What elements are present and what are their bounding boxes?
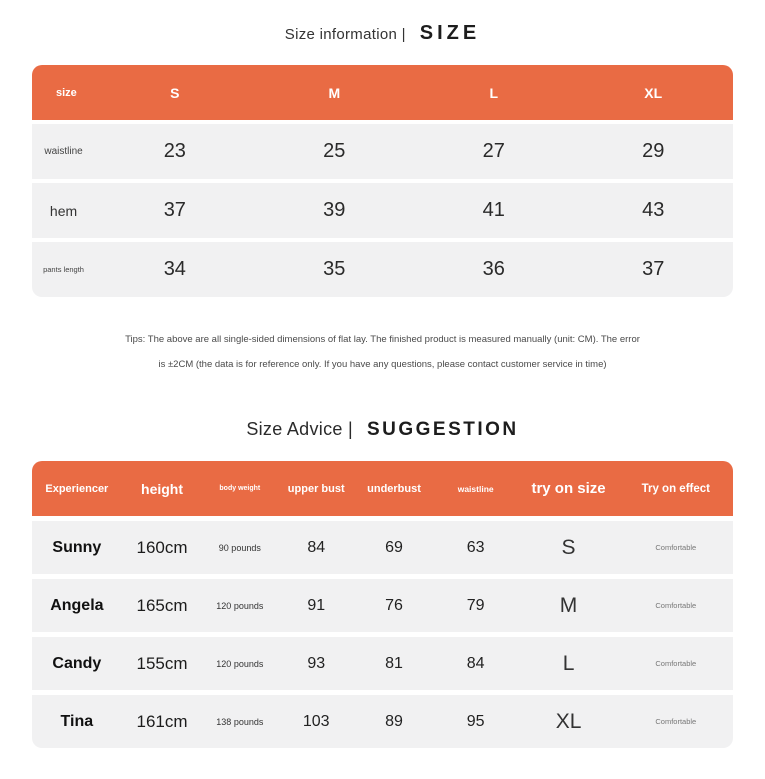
row-label-pants-length: pants length [43,265,84,274]
experiencer-underbust: 81 [385,654,403,672]
size-table-row-hem: hem 37 39 41 43 [32,183,733,238]
header-try-on-size: try on size [531,480,606,497]
header-try-on-effect: Try on effect [641,482,710,495]
size-table-header-s: S [170,84,180,101]
header-waistline: waistline [457,483,494,494]
experiencer-waistline: 63 [466,538,485,556]
suggestion-row-angela: Angela 165cm 120 pounds 91 76 79 M Comfo… [32,579,733,632]
experiencer-height: 165cm [136,595,188,615]
experiencer-underbust: 89 [385,712,403,730]
suggestion-title-subtitle: Size Advice | [246,419,353,439]
experiencer-try-on-size: XL [555,709,582,733]
hem-xl: 43 [642,199,665,221]
experiencer-try-on-size: S [561,535,576,559]
header-height: height [141,480,184,497]
size-table-row-waistline: waistline 23 25 27 29 [32,124,733,179]
experiencer-height: 155cm [136,653,188,673]
size-table-header-xl: XL [644,84,663,101]
experiencer-upper-bust: 91 [307,596,326,614]
experiencer-underbust: 69 [385,538,403,556]
experiencer-name: Tina [60,712,94,730]
waistline-xl: 29 [642,140,665,162]
pants-length-l: 36 [482,258,505,280]
suggestion-title-main: SUGGESTION [366,419,519,440]
size-table-header-size: size [56,86,77,99]
waistline-s: 23 [163,140,186,162]
experiencer-waistline: 95 [466,712,485,730]
experiencer-upper-bust: 93 [307,654,326,672]
suggestion-row-candy: Candy 155cm 120 pounds 93 81 84 L Comfor… [32,637,733,690]
pants-length-s: 34 [163,258,186,280]
size-section-title: Size information | SIZE [0,22,765,45]
size-table-row-pants-length: pants length 34 35 36 37 [32,242,733,297]
tips-line-1: Tips: The above are all single-sided dim… [125,334,640,345]
experiencer-try-on-size: M [559,593,578,617]
suggestion-section-title: Size Advice | SUGGESTION [0,419,765,441]
experiencer-try-on-effect: Comfortable [655,659,697,668]
hem-s: 37 [163,199,186,221]
pants-length-xl: 37 [642,258,665,280]
hem-m: 39 [323,199,346,221]
pants-length-m: 35 [323,258,346,280]
suggestion-row-tina: Tina 161cm 138 pounds 103 89 95 XL Comfo… [32,695,733,748]
experiencer-name: Candy [52,654,102,672]
experiencer-upper-bust: 103 [302,712,330,730]
experiencer-waistline: 79 [466,596,485,614]
experiencer-underbust: 76 [385,596,403,614]
size-title-subtitle: Size information | [284,26,406,43]
header-experiencer: Experiencer [45,482,109,495]
row-label-waistline: waistline [44,146,83,157]
size-title-main: SIZE [419,22,481,44]
experiencer-name: Sunny [52,538,102,556]
size-table: size S M L XL waistline 23 25 27 29 hem … [32,65,733,297]
header-body-weight: body weight [219,485,261,492]
experiencer-name: Angela [50,596,104,614]
measurement-tips: Tips: The above are all single-sided dim… [0,327,765,377]
row-label-hem: hem [49,202,78,219]
experiencer-try-on-effect: Comfortable [655,717,697,726]
experiencer-upper-bust: 84 [307,538,326,556]
size-table-header-row: size S M L XL [32,65,733,120]
hem-l: 41 [482,199,505,221]
experiencer-waistline: 84 [466,654,485,672]
suggestion-row-sunny: Sunny 160cm 90 pounds 84 69 63 S Comfort… [32,521,733,574]
experiencer-height: 161cm [136,711,188,731]
header-underbust: underbust [367,482,421,495]
size-table-header-m: M [328,84,341,101]
experiencer-try-on-effect: Comfortable [655,601,697,610]
size-table-header-l: L [489,84,499,101]
suggestion-table-header-row: Experiencer height body weight upper bus… [32,461,733,516]
header-upper-bust: upper bust [287,482,345,495]
experiencer-weight: 120 pounds [216,600,264,611]
experiencer-try-on-size: L [562,651,575,675]
waistline-m: 25 [323,140,346,162]
experiencer-height: 160cm [136,537,188,557]
tips-line-2: is ±2CM (the data is for reference only.… [158,359,607,370]
experiencer-try-on-effect: Comfortable [655,543,697,552]
suggestion-table: Experiencer height body weight upper bus… [32,461,733,748]
experiencer-weight: 120 pounds [216,658,264,669]
experiencer-weight: 138 pounds [216,716,264,727]
experiencer-weight: 90 pounds [218,542,261,553]
waistline-l: 27 [482,140,505,162]
